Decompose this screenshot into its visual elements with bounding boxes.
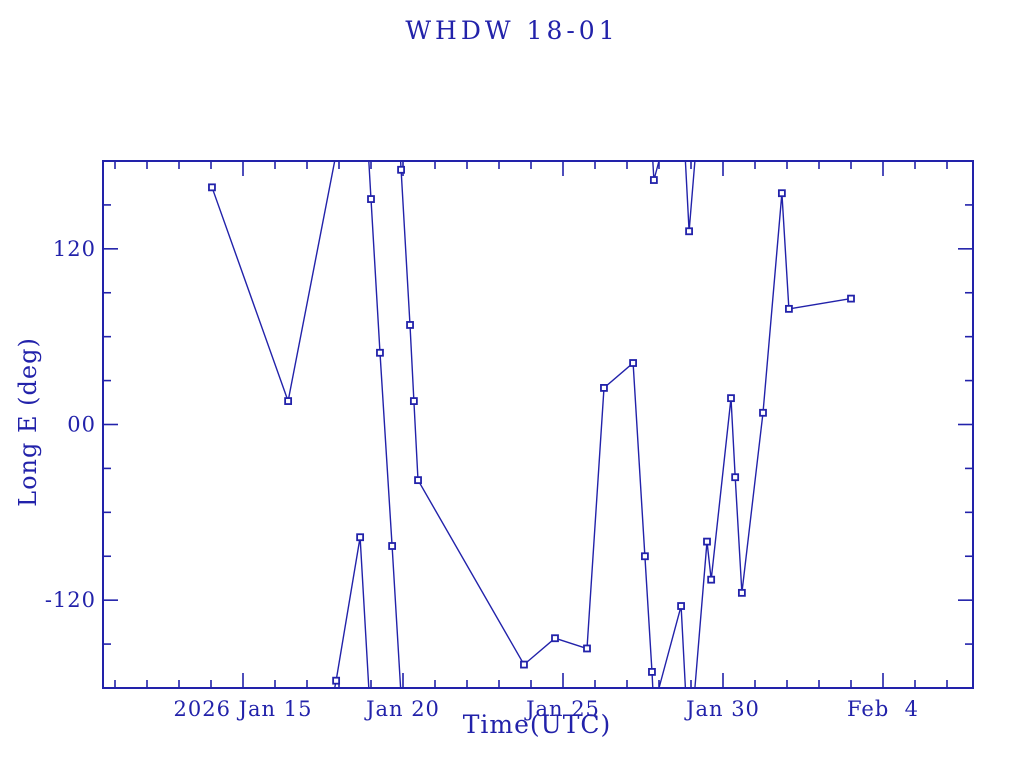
data-point-marker: [367, 195, 375, 203]
plot-frame: [102, 160, 974, 689]
data-point-marker: [703, 537, 711, 546]
x-tick-label: Jan 25: [524, 697, 600, 721]
y-tick-label: 120: [53, 237, 96, 261]
data-point-marker: [759, 408, 767, 417]
data-point-marker: [677, 602, 685, 610]
data-point-marker: [376, 348, 384, 357]
data-point-marker: [397, 165, 405, 174]
data-point-marker: [707, 575, 716, 584]
y-tick-label: 00: [67, 413, 96, 437]
x-tick-label: 2026 Jan 15: [174, 697, 313, 721]
data-point-marker: [551, 634, 559, 643]
data-point-marker: [520, 660, 528, 669]
data-point-marker: [648, 667, 656, 676]
data-point-marker: [685, 227, 693, 236]
data-point-marker: [641, 552, 649, 561]
data-point-marker: [406, 321, 414, 329]
data-point-marker: [332, 676, 341, 685]
data-point-marker: [356, 533, 365, 542]
data-point-marker: [284, 397, 293, 405]
data-point-marker: [785, 304, 793, 313]
y-tick-label: -120: [45, 588, 96, 612]
data-point-marker: [414, 476, 422, 485]
x-tick-label: Feb 4: [847, 697, 919, 721]
data-point-marker: [388, 542, 397, 550]
x-tick-label: Jan 30: [684, 697, 760, 721]
data-point-marker: [847, 294, 855, 303]
data-point-marker: [777, 189, 786, 198]
data-point-marker: [409, 397, 418, 405]
data-point-marker: [629, 359, 637, 367]
chart-title: WHDW 18-01: [405, 16, 619, 45]
x-tick-label: Jan 20: [364, 697, 440, 721]
data-line: [211, 160, 852, 689]
data-point-marker: [649, 176, 658, 184]
data-point-marker: [600, 384, 608, 392]
x-axis-label: Time(UTC): [462, 710, 612, 739]
data-point-marker: [737, 588, 746, 597]
data-point-marker: [727, 394, 735, 403]
data-point-marker: [731, 473, 740, 482]
data-point-marker: [208, 183, 216, 192]
data-point-marker: [583, 644, 591, 653]
